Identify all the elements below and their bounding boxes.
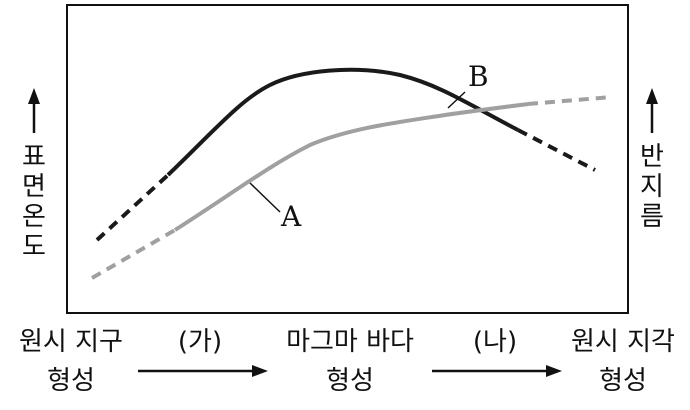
curve-a-label: A	[280, 200, 302, 233]
stage-2-line-1: 마그마 바다	[286, 327, 414, 357]
curve-a-solid	[173, 102, 529, 232]
y-axis-right-char: 반	[640, 142, 664, 172]
curve-a-dashed-start	[90, 228, 177, 280]
curve-b-dashed-end	[517, 128, 596, 172]
y-axis-right-label: 반 지 름	[637, 142, 667, 232]
y-axis-left-char: 면	[22, 172, 46, 202]
stage-3-line-2: 형성	[599, 366, 647, 396]
y-axis-right-char: 지	[640, 172, 664, 202]
stage-3-line-1: 원시 지각	[571, 327, 675, 357]
transition-arrow-ga-head	[252, 365, 268, 377]
label-b-leader	[447, 91, 466, 109]
curve-b-dashed-start	[95, 173, 170, 242]
stage-1-line-2: 형성	[47, 366, 95, 396]
y-axis-right-char: 름	[640, 202, 664, 232]
stage-1-line-1: 원시 지구	[19, 327, 123, 357]
label-a-leader	[249, 182, 281, 213]
y-axis-left-char: 도	[22, 232, 46, 262]
y-axis-left-char: 온	[22, 202, 46, 232]
transition-arrow-na-head	[546, 365, 562, 377]
right-axis-arrow-head	[646, 88, 658, 104]
curve-b-solid	[166, 67, 519, 177]
transition-ga-label: (가)	[177, 327, 223, 357]
y-axis-left-label: 표 면 온 도	[19, 142, 49, 262]
plot-frame	[66, 4, 629, 314]
stage-2-line-2: 형성	[326, 366, 374, 396]
transition-na-label: (나)	[472, 327, 518, 357]
curve-a-dashed-end	[527, 95, 613, 106]
y-axis-left-char: 표	[22, 142, 46, 172]
left-axis-arrow-head	[28, 88, 40, 104]
curve-b-label: B	[468, 60, 489, 93]
